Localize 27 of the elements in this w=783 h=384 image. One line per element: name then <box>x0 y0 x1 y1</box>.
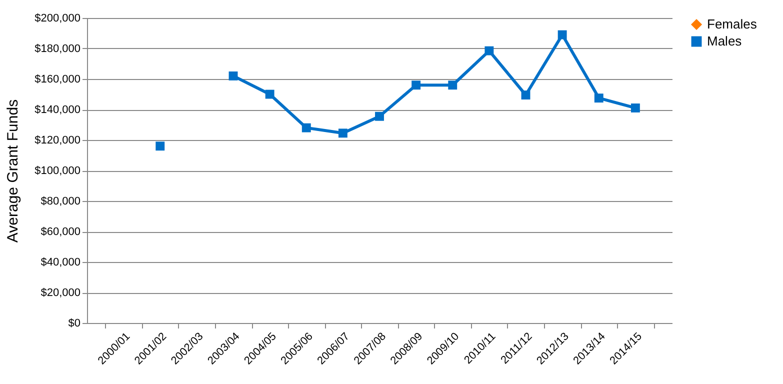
point <box>338 128 348 138</box>
point <box>156 142 165 151</box>
legend-label: Females <box>707 16 758 32</box>
point <box>302 123 311 132</box>
point <box>265 90 274 99</box>
y-tick-label: $200,000 <box>34 12 80 24</box>
point <box>594 94 604 103</box>
y-tick-label: $40,000 <box>40 256 80 268</box>
point <box>630 104 640 112</box>
legend-label: Males <box>707 34 742 48</box>
y-tick-label: $0 <box>68 318 80 330</box>
point <box>484 46 494 56</box>
y-tick-label: $180,000 <box>34 43 80 55</box>
y-tick-label: $140,000 <box>34 104 80 116</box>
y-tick-label: $100,000 <box>34 165 80 177</box>
point <box>375 112 384 121</box>
y-axis-title: Average Grant Funds <box>4 99 22 243</box>
y-tick-label: $160,000 <box>34 74 80 86</box>
point <box>521 90 530 100</box>
y-tick-label: $80,000 <box>40 196 80 208</box>
point <box>558 30 567 40</box>
point <box>448 80 458 90</box>
y-tick-label: $60,000 <box>40 226 80 238</box>
y-tick-label: $120,000 <box>34 134 80 146</box>
point <box>228 71 238 80</box>
y-tick-label: $20,000 <box>40 287 80 299</box>
point <box>412 80 421 90</box>
